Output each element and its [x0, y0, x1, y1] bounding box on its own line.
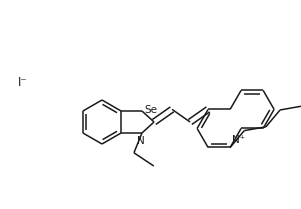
- Text: N: N: [137, 136, 145, 146]
- Text: I⁻: I⁻: [18, 75, 28, 88]
- Text: Se: Se: [144, 105, 157, 115]
- Text: N⁺: N⁺: [232, 135, 245, 145]
